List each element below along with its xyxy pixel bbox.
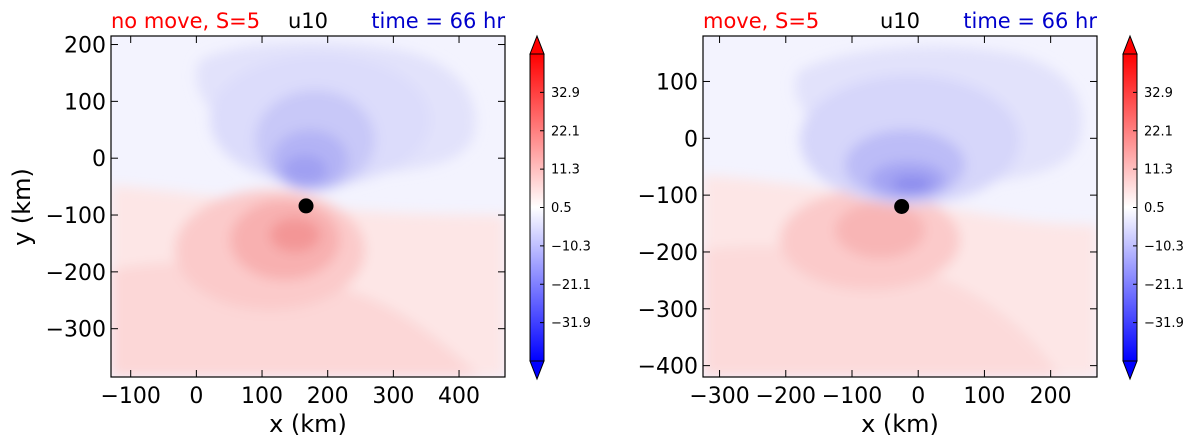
x-axis-label-right: x (km): [861, 410, 939, 438]
x-tick-label: 100: [963, 384, 1005, 409]
y-tick-label: −100: [638, 184, 698, 209]
colorbar-right-extend-min: [1122, 360, 1138, 381]
colorbar-tick-label: −10.3: [1144, 239, 1184, 254]
axis-ticks-left: [111, 36, 505, 377]
colorbar-right: 32.9 22.1 11.3 0.5 −10.3 −21.1 −31.9: [1122, 34, 1184, 381]
colorbar-tick-label: 11.3: [1144, 163, 1173, 178]
title-right-variable: u10: [880, 9, 920, 33]
y-axis-label-left: y (km): [8, 168, 36, 246]
plot-frame-left: [110, 35, 506, 378]
colorbar-left: 32.9 22.1 11.3 0.5 −10.3 −21.1 −31.9: [529, 34, 591, 381]
colorbar-left-ticks: 32.9 22.1 11.3 0.5 −10.3 −21.1 −31.9: [540, 86, 591, 331]
y-tick-label: 0: [684, 127, 698, 152]
storm-center-marker-right: [894, 199, 910, 214]
colorbar-tick-label: 0.5: [1144, 201, 1165, 216]
panel-right: move, S=5 u10 time = 66 hr −300 −200 −100 0…: [638, 9, 1184, 438]
colorbar-tick-label: 22.1: [551, 124, 580, 139]
x-tick-label: 100: [241, 384, 283, 409]
x-tick-label: −100: [100, 384, 160, 409]
colorbar-left-extend-min: [529, 360, 545, 381]
x-tick-label: 0: [911, 384, 925, 409]
x-tick-label: −200: [756, 384, 816, 409]
y-tick-labels-left: 200 100 0 −100 −200 −300: [46, 34, 106, 343]
y-tick-label: −300: [638, 298, 698, 323]
y-tick-label: −200: [46, 261, 106, 286]
x-axis-label-left: x (km): [269, 410, 347, 438]
y-tick-label: 100: [656, 70, 698, 95]
title-left: no move, S=5 u10 time = 66 hr: [111, 9, 505, 33]
y-tick-labels-right: 100 0 −100 −200 −300 −400: [638, 70, 698, 379]
colorbar-right-extend-max: [1122, 34, 1138, 55]
x-tick-label: 300: [372, 384, 414, 409]
x-tick-label: 200: [1030, 384, 1072, 409]
heatmap-left: [111, 36, 505, 377]
panel-left: no move, S=5 u10 time = 66 hr: [8, 9, 591, 438]
plot-frame-right: [702, 35, 1098, 378]
title-left-case: no move, S=5: [111, 9, 260, 33]
colorbar-tick-label: −31.9: [551, 316, 591, 331]
x-tick-label: 400: [438, 384, 480, 409]
y-tick-label: −200: [638, 241, 698, 266]
y-tick-label: 100: [64, 90, 106, 115]
x-tick-label: 0: [189, 384, 203, 409]
y-tick-label: −300: [46, 318, 106, 343]
colorbar-right-ticks: 32.9 22.1 11.3 0.5 −10.3 −21.1 −31.9: [1133, 86, 1184, 331]
colorbar-tick-label: −31.9: [1144, 316, 1184, 331]
x-tick-label: −100: [822, 384, 882, 409]
x-tick-label: −300: [689, 384, 749, 409]
colorbar-left-extend-max: [529, 34, 545, 55]
colorbar-tick-label: −21.1: [1144, 278, 1184, 293]
colorbar-tick-label: −21.1: [551, 278, 591, 293]
y-tick-label: −100: [46, 204, 106, 229]
colorbar-tick-label: 32.9: [1144, 86, 1173, 101]
title-left-variable: u10: [288, 9, 328, 33]
axis-ticks-right: [703, 36, 1097, 377]
colorbar-tick-label: 11.3: [551, 163, 580, 178]
x-tick-labels-left: −100 0 100 200 300 400: [100, 384, 480, 409]
y-tick-label: −400: [638, 355, 698, 380]
colorbar-tick-label: 0.5: [551, 201, 572, 216]
title-left-time: time = 66 hr: [371, 9, 505, 33]
colorbar-tick-label: 32.9: [551, 86, 580, 101]
title-right-time: time = 66 hr: [963, 9, 1097, 33]
colorbar-tick-label: −10.3: [551, 239, 591, 254]
x-tick-label: 200: [307, 384, 349, 409]
y-tick-label: 0: [92, 147, 106, 172]
storm-center-marker-left: [298, 198, 314, 214]
title-right-case: move, S=5: [703, 9, 819, 33]
title-right: move, S=5 u10 time = 66 hr: [703, 9, 1097, 33]
colorbar-tick-label: 22.1: [1144, 124, 1173, 139]
x-tick-labels-right: −300 −200 −100 0 100 200: [689, 384, 1071, 409]
y-tick-label: 200: [64, 34, 106, 59]
